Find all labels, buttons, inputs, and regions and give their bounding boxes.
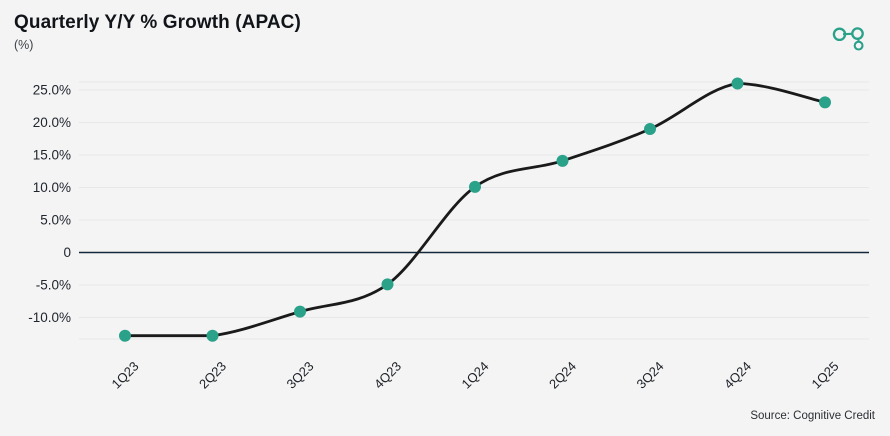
x-tick-label: 3Q23 [284, 359, 317, 392]
series-line [123, 82, 827, 338]
y-tick-label: 15.0% [33, 148, 71, 163]
data-point-marker [556, 154, 569, 167]
data-point-marker [381, 278, 394, 291]
data-point-marker [819, 96, 831, 109]
data-point-marker [644, 123, 656, 135]
y-tick-label: 20.0% [33, 115, 71, 130]
chart-title: Quarterly Y/Y % Growth (APAC) [14, 12, 301, 33]
data-point-marker [469, 180, 481, 193]
x-tick-label: 2Q23 [196, 359, 229, 392]
y-tick-label: 25.0% [33, 83, 71, 98]
y-tick-label: -10.0% [28, 310, 71, 325]
data-point-marker [119, 329, 131, 342]
source-note: Source: Cognitive Credit [750, 410, 875, 422]
data-point-marker [731, 77, 744, 90]
x-tick-label: 1Q25 [809, 359, 842, 392]
y-tick-label: -5.0% [36, 278, 71, 293]
chart-header: Quarterly Y/Y % Growth (APAC) (%) [14, 12, 301, 52]
y-tick-label: 5.0% [40, 213, 71, 228]
cognitive-credit-logo-icon [832, 27, 864, 51]
x-tick-label: 4Q24 [721, 359, 754, 392]
data-point-marker [206, 329, 219, 342]
chart-unit-label: (%) [14, 37, 34, 52]
x-tick-label: 2Q24 [546, 359, 579, 392]
x-tick-label: 1Q24 [459, 359, 492, 392]
x-tick-label: 3Q24 [634, 359, 667, 392]
x-tick-label: 4Q23 [371, 359, 404, 392]
y-tick-label: 10.0% [33, 180, 71, 195]
y-tick-label: 0 [63, 245, 71, 260]
data-point-marker [294, 305, 306, 318]
x-tick-label: 1Q23 [109, 359, 142, 392]
